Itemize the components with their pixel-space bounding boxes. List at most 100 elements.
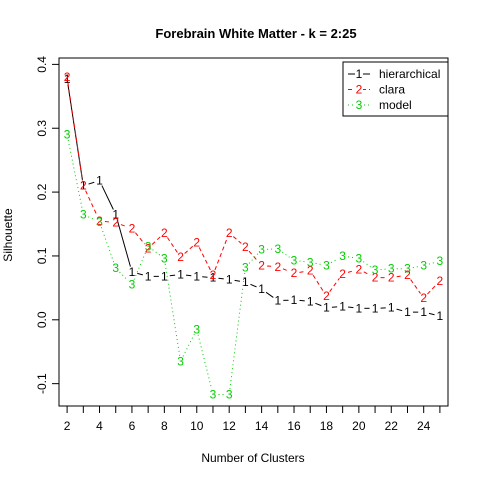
data-point: 1 bbox=[291, 293, 298, 307]
data-point: 2 bbox=[112, 216, 119, 230]
data-point: 1 bbox=[193, 269, 200, 283]
data-point: 2 bbox=[274, 260, 281, 274]
data-point: 3 bbox=[356, 251, 363, 265]
series-segment bbox=[104, 220, 111, 223]
data-point: 3 bbox=[274, 242, 281, 256]
data-point: 1 bbox=[112, 207, 119, 221]
x-tick-label: 4 bbox=[96, 419, 103, 433]
y-tick-label: 0.2 bbox=[35, 183, 49, 200]
series-segment bbox=[119, 271, 129, 282]
plot-area bbox=[58, 57, 449, 407]
data-point: 2 bbox=[80, 179, 87, 193]
series-segment bbox=[184, 245, 194, 254]
data-point: 1 bbox=[177, 267, 184, 281]
data-point: 3 bbox=[96, 215, 103, 229]
y-tick-label: 0.4 bbox=[35, 56, 49, 73]
series-segment bbox=[248, 250, 259, 262]
series-segment bbox=[234, 279, 241, 282]
legend-marker-bg bbox=[355, 83, 363, 96]
x-tick-label: 24 bbox=[417, 419, 431, 433]
data-point: 1 bbox=[258, 282, 265, 296]
series-segment bbox=[100, 227, 115, 264]
data-point: 2 bbox=[226, 226, 233, 240]
series-segment bbox=[88, 181, 95, 185]
plot-frame bbox=[58, 57, 449, 407]
series-segment bbox=[67, 139, 83, 210]
data-point: 1 bbox=[388, 301, 395, 315]
series-segment bbox=[282, 268, 290, 272]
data-point: 3 bbox=[291, 253, 298, 267]
data-point: 3 bbox=[372, 263, 379, 277]
series-segment bbox=[329, 277, 340, 293]
data-point: 3 bbox=[80, 207, 87, 221]
data-point: 2 bbox=[323, 289, 330, 303]
series-segment bbox=[428, 262, 435, 265]
data-point: 2 bbox=[210, 268, 217, 282]
data-point: 2 bbox=[161, 226, 168, 240]
data-point: 2 bbox=[388, 271, 395, 285]
data-point: 3 bbox=[242, 260, 249, 274]
data-point: 3 bbox=[145, 239, 152, 253]
data-point: 1 bbox=[437, 309, 444, 323]
data-point: 1 bbox=[420, 305, 427, 319]
data-point: 2 bbox=[404, 268, 411, 282]
y-axis: -0.1 0.0 0.1 0.2 0.3 0.4 bbox=[35, 56, 59, 394]
data-point: 3 bbox=[226, 388, 233, 402]
series-segment bbox=[410, 279, 421, 294]
data-point: 1 bbox=[129, 265, 136, 279]
series-hierarchical: 11 111 1 1 1 1 1 1 111 1 1 1 1 1 1 1 1 1 1 bbox=[64, 72, 444, 323]
series-segment bbox=[315, 262, 322, 265]
series-segment bbox=[101, 185, 114, 210]
chart-title: Forebrain White Matter - k = 2:25 bbox=[155, 26, 356, 41]
data-point: 2 bbox=[177, 250, 184, 264]
series-segment bbox=[229, 272, 246, 390]
data-point: 1 bbox=[242, 275, 249, 289]
series-segment bbox=[151, 236, 161, 245]
data-point: 3 bbox=[210, 388, 217, 402]
series-segment bbox=[169, 274, 176, 277]
series-segment bbox=[137, 272, 143, 276]
x-tick-label: 16 bbox=[287, 419, 301, 433]
series-segment bbox=[363, 271, 371, 276]
series-segment bbox=[88, 216, 95, 221]
series-segment bbox=[330, 258, 339, 264]
series-segment bbox=[265, 291, 274, 298]
legend-marker: 3 bbox=[356, 98, 363, 112]
x-tick-label: 18 bbox=[320, 419, 334, 433]
x-tick-label: 10 bbox=[190, 419, 204, 433]
data-point: 3 bbox=[258, 243, 265, 257]
data-point: 3 bbox=[177, 354, 184, 368]
data-point: 2 bbox=[96, 214, 103, 228]
data-point: 3 bbox=[323, 259, 330, 273]
series-segment bbox=[348, 256, 354, 259]
data-point: 2 bbox=[437, 274, 444, 288]
series-segment bbox=[185, 274, 192, 277]
data-point: 1 bbox=[226, 273, 233, 287]
series-segment bbox=[135, 232, 146, 245]
legend-marker: 1 bbox=[356, 67, 363, 81]
series-segment bbox=[312, 275, 324, 292]
data-point: 1 bbox=[372, 301, 379, 315]
x-tick-label: 12 bbox=[223, 419, 237, 433]
y-axis-label: Silhouette bbox=[1, 208, 15, 262]
series-segment bbox=[116, 219, 131, 267]
data-point: 1 bbox=[323, 301, 330, 315]
data-point: 2 bbox=[291, 266, 298, 280]
series-segment bbox=[214, 237, 228, 271]
data-point: 2 bbox=[307, 264, 314, 278]
y-tick-label: 0.0 bbox=[35, 311, 49, 328]
data-point: 3 bbox=[112, 261, 119, 275]
data-point: 2 bbox=[372, 271, 379, 285]
series-segment bbox=[428, 312, 435, 316]
series-segment bbox=[315, 302, 322, 307]
data-point: 1 bbox=[404, 305, 411, 319]
data-point: 3 bbox=[307, 255, 314, 269]
data-point: 2 bbox=[193, 236, 200, 250]
x-tick-label: 6 bbox=[129, 419, 136, 433]
series-segment bbox=[198, 247, 211, 271]
data-point: 3 bbox=[64, 128, 71, 142]
series-segment bbox=[299, 260, 305, 263]
